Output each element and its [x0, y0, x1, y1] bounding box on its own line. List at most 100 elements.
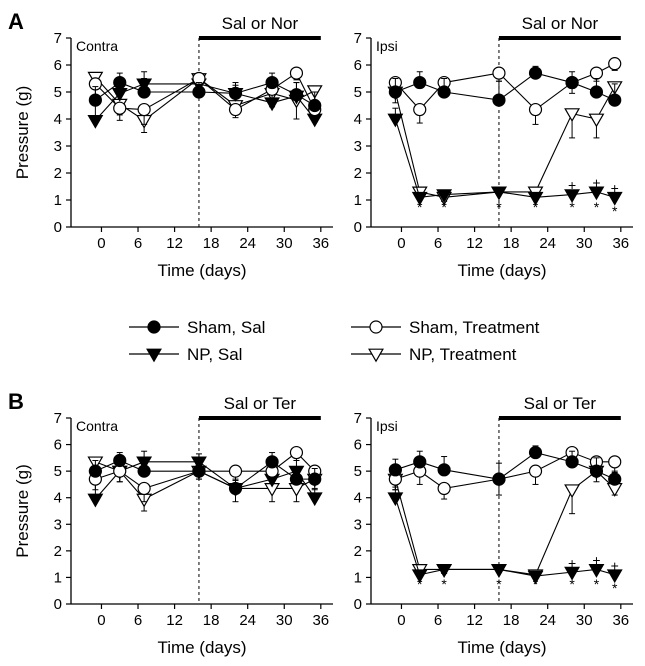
x-tick-label: 0: [397, 612, 405, 629]
legend-item-np_treat: NP, Treatment: [351, 345, 517, 364]
data-point: [413, 102, 427, 117]
y-tick-label: 2: [54, 543, 62, 560]
significance-mark: *: [533, 199, 539, 215]
data-point: [411, 569, 428, 584]
x-tick-label: 6: [434, 235, 442, 252]
data-point: [388, 463, 402, 477]
data-point: [565, 75, 579, 90]
data-point: [413, 455, 427, 469]
x-tick-label: 36: [312, 612, 329, 629]
x-tick-label: 18: [203, 235, 220, 252]
data-point: [564, 484, 581, 499]
data-point: [137, 481, 151, 496]
y-tick-label: 7: [54, 30, 62, 47]
y-tick-label: 3: [354, 516, 362, 533]
y-tick-label: 5: [54, 463, 62, 480]
data-point: [308, 472, 322, 486]
significance-mark: *: [441, 199, 447, 215]
series-sham_treat: [388, 445, 622, 500]
legend-marker: [147, 320, 161, 334]
y-tick-label: 0: [354, 596, 362, 613]
series-line: [94, 83, 316, 121]
y-tick-label: 4: [354, 111, 362, 128]
series-np_sal: [387, 107, 623, 206]
data-point: [137, 464, 151, 478]
x-axis-title: Time (days): [157, 638, 246, 657]
significance-mark: +: [568, 555, 576, 571]
legend-marker: [368, 348, 384, 363]
data-point: [492, 472, 506, 486]
data-point: [113, 75, 127, 90]
x-tick-label: 30: [276, 612, 293, 629]
data-point: [588, 186, 605, 201]
data-point: [564, 108, 581, 123]
significance-mark: *: [533, 576, 539, 592]
data-point: [564, 566, 581, 581]
x-tick-label: 24: [539, 235, 556, 252]
y-tick-label: 6: [54, 437, 62, 454]
data-point: [608, 93, 622, 107]
data-point: [265, 455, 279, 469]
panel-side-label: Contra: [76, 38, 118, 54]
data-point: [228, 481, 243, 496]
data-point: [306, 492, 323, 507]
y-tick-label: 4: [54, 490, 62, 507]
y-tick-label: 1: [54, 569, 62, 586]
panel-side-label: Contra: [76, 418, 118, 434]
y-tick-label: 0: [54, 219, 62, 236]
series-line: [95, 459, 315, 490]
treatment-label: Sal or Ter: [224, 394, 297, 413]
y-tick-label: 7: [54, 410, 62, 427]
legend-label: NP, Sal: [187, 345, 242, 364]
significance-mark: *: [594, 199, 600, 215]
y-tick-label: 2: [354, 543, 362, 560]
x-tick-label: 30: [576, 235, 593, 252]
x-tick-label: 24: [539, 612, 556, 629]
data-point: [388, 85, 402, 99]
data-point: [608, 57, 622, 71]
y-tick-label: 1: [354, 192, 362, 209]
data-point: [436, 189, 453, 204]
x-tick-label: 24: [239, 612, 256, 629]
series-line: [395, 451, 615, 489]
x-tick-label: 18: [203, 612, 220, 629]
data-point: [137, 102, 151, 117]
y-tick-label: 6: [354, 437, 362, 454]
data-point: [289, 445, 304, 460]
data-point: [608, 455, 622, 469]
x-tick-label: 6: [134, 235, 142, 252]
data-point: [588, 113, 605, 128]
data-point: [528, 66, 543, 80]
y-tick-label: 1: [54, 192, 62, 209]
data-point: [437, 481, 451, 496]
data-point: [565, 455, 579, 469]
data-point: [192, 85, 206, 99]
data-point: [564, 189, 581, 204]
data-point: [589, 85, 604, 99]
legend-item-np_sal: NP, Sal: [129, 345, 242, 364]
x-tick-label: 6: [434, 612, 442, 629]
data-point: [113, 101, 127, 115]
y-tick-label: 7: [354, 410, 362, 427]
x-axis-title: Time (days): [457, 261, 546, 280]
panel-letter: B: [8, 389, 24, 414]
significance-mark: *: [417, 576, 423, 592]
y-tick-label: 0: [54, 596, 62, 613]
significance-mark: *: [496, 199, 502, 215]
data-point: [606, 569, 623, 584]
data-point: [437, 85, 451, 99]
series-sham_sal: [88, 72, 322, 113]
y-tick-label: 6: [54, 57, 62, 74]
data-point: [411, 191, 428, 206]
y-tick-label: 5: [354, 84, 362, 101]
y-tick-label: 3: [54, 138, 62, 155]
y-tick-label: 3: [354, 138, 362, 155]
treatment-label: Sal or Nor: [522, 14, 599, 33]
significance-mark: *: [612, 580, 618, 596]
x-axis-title: Time (days): [157, 261, 246, 280]
data-point: [88, 93, 102, 107]
x-tick-label: 12: [466, 612, 483, 629]
data-point: [527, 191, 544, 206]
